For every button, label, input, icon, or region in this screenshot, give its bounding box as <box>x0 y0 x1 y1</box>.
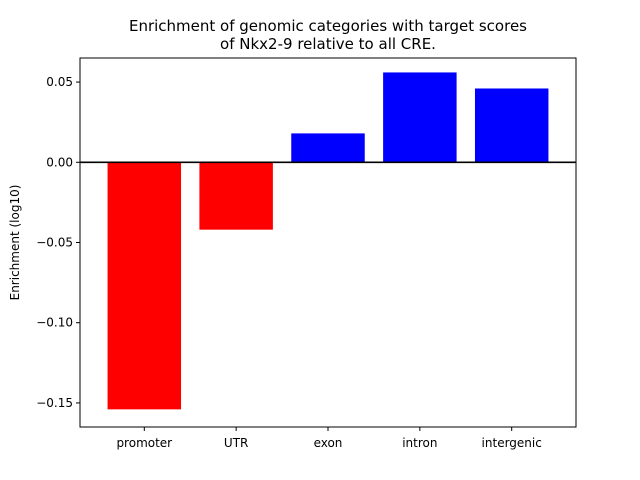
x-axis-ticks: promoter UTR exon intron intergenic <box>116 427 542 450</box>
x-tick-label-UTR: UTR <box>224 436 248 450</box>
x-tick-label-intron: intron <box>402 436 437 450</box>
chart-title-line-1: Enrichment of genomic categories with ta… <box>129 17 527 35</box>
bar-intron <box>383 72 457 163</box>
bar-promoter <box>107 162 182 410</box>
y-axis-ticks: 0.05 0.00 −0.05 −0.10 −0.15 <box>36 75 80 410</box>
y-tick-label: −0.05 <box>36 236 73 250</box>
bar-intergenic <box>474 88 549 163</box>
y-tick-label: −0.10 <box>36 316 73 330</box>
x-tick-label-exon: exon <box>314 436 343 450</box>
y-tick-label: 0.00 <box>46 155 73 169</box>
bars-group <box>107 72 549 410</box>
y-axis-label: Enrichment (log10) <box>8 185 22 301</box>
x-tick-label-intergenic: intergenic <box>482 436 542 450</box>
bar-UTR <box>199 162 273 230</box>
x-tick-label-promoter: promoter <box>116 436 172 450</box>
chart-title-line-2: of Nkx2-9 relative to all CRE. <box>220 35 436 53</box>
y-tick-label: −0.15 <box>36 396 73 410</box>
y-tick-label: 0.05 <box>46 75 73 89</box>
bar-exon <box>291 133 365 163</box>
